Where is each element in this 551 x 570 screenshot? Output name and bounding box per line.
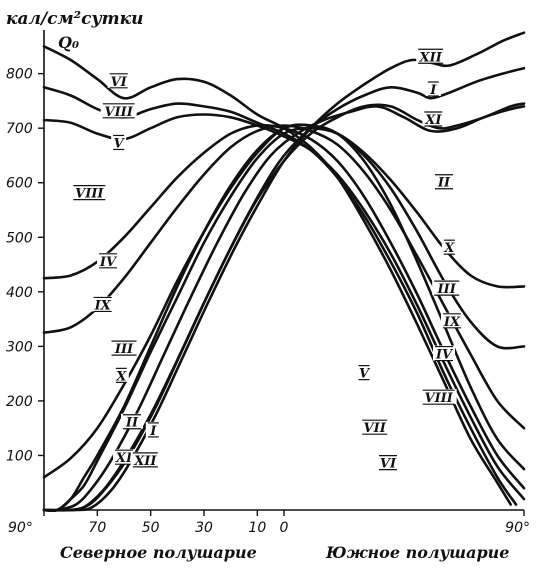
- curve-label-background: [107, 72, 130, 88]
- curve-label: XI: [424, 113, 442, 128]
- y-tick-label: 500: [6, 230, 33, 246]
- curve-label-background: [433, 345, 455, 361]
- curve-label-background: [97, 252, 119, 268]
- curve-label: VII: [364, 421, 387, 436]
- curve-label: IX: [443, 315, 461, 330]
- y-tick-label: 800: [6, 67, 33, 83]
- y-tick-label: 200: [6, 394, 33, 410]
- y-axis-units-label: кал/см²сутки: [6, 9, 144, 29]
- curve-label: VIII: [75, 187, 104, 202]
- y-axis-title: кал/см²сутки Q₀: [6, 9, 144, 52]
- curve-label: III: [114, 342, 134, 357]
- curve-label: IV: [99, 255, 118, 270]
- x-tick-label: 0: [280, 520, 289, 536]
- y-tick-label: 300: [6, 339, 33, 355]
- curve-label-background: [100, 102, 137, 118]
- curve-label-background: [130, 451, 160, 467]
- curve-label: VI: [111, 75, 128, 90]
- x-tick-label: 50: [142, 520, 160, 536]
- curve-xi: [42, 102, 526, 512]
- curve-viii: [42, 123, 526, 513]
- curve-label: VIII: [104, 105, 133, 120]
- x-ticks: 90° 70 50 30 10 0 90°: [8, 510, 530, 536]
- curve-label-background: [109, 340, 139, 356]
- x-tick-label: 90°: [8, 520, 33, 536]
- x-tick-label: 10: [248, 520, 266, 536]
- curve-label-background: [432, 280, 462, 296]
- curve-label: IX: [94, 298, 112, 313]
- y-ticks: 100 200 300 400 500 600 700 800: [6, 67, 44, 464]
- curve-label: V: [359, 367, 371, 382]
- curve-label-background: [111, 134, 127, 150]
- y-tick-label: 700: [6, 121, 33, 137]
- curve-label: XII: [419, 50, 443, 65]
- x-axis-left-label: Северное полушарие: [60, 543, 257, 562]
- curve-label-background: [416, 48, 446, 64]
- curve-label-background: [425, 81, 441, 96]
- curve-label: XII: [133, 454, 157, 469]
- curve-label: XI: [115, 451, 133, 466]
- curve-label-background: [71, 184, 108, 200]
- curve-label-background: [145, 421, 161, 437]
- y-tick-label: 100: [6, 448, 33, 464]
- curve-label: VI: [380, 457, 397, 472]
- curve-label: II: [437, 176, 451, 191]
- curve-label-background: [356, 364, 372, 380]
- curve-label-background: [91, 296, 114, 312]
- curve-ii: [42, 104, 526, 512]
- y-tick-label: 600: [6, 176, 33, 192]
- curve-label-background: [433, 173, 455, 189]
- curve-label: I: [149, 424, 157, 439]
- curve-label: V: [114, 136, 126, 151]
- x-axis-right-label: Южное полушарие: [325, 543, 509, 562]
- x-tick-label: 30: [195, 520, 213, 536]
- y-tick-label: 400: [6, 285, 33, 301]
- curve-label: X: [115, 369, 127, 384]
- curve-ix: [42, 124, 526, 430]
- curve-v: [42, 113, 526, 501]
- curve-x: [42, 126, 526, 513]
- curve-label: I: [429, 83, 437, 98]
- curve-label: III: [437, 282, 457, 297]
- curve-label-background: [441, 239, 457, 255]
- curve-label-background: [360, 419, 390, 435]
- x-tick-label: 90°: [505, 520, 530, 536]
- curve-label-background: [377, 454, 399, 470]
- curve-label: VIII: [424, 391, 453, 406]
- curve-label: IV: [435, 348, 454, 363]
- curve-label-background: [121, 413, 143, 429]
- curve-label: II: [125, 416, 139, 431]
- curve-label-background: [441, 312, 463, 328]
- curve-label-background: [113, 367, 129, 383]
- curve-label-background: [422, 111, 445, 126]
- curve-label-background: [113, 449, 135, 465]
- curve-label: X: [443, 241, 455, 256]
- y-axis-symbol-label: Q₀: [58, 33, 79, 52]
- x-tick-label: 70: [88, 520, 106, 536]
- curve-label-background: [420, 389, 457, 405]
